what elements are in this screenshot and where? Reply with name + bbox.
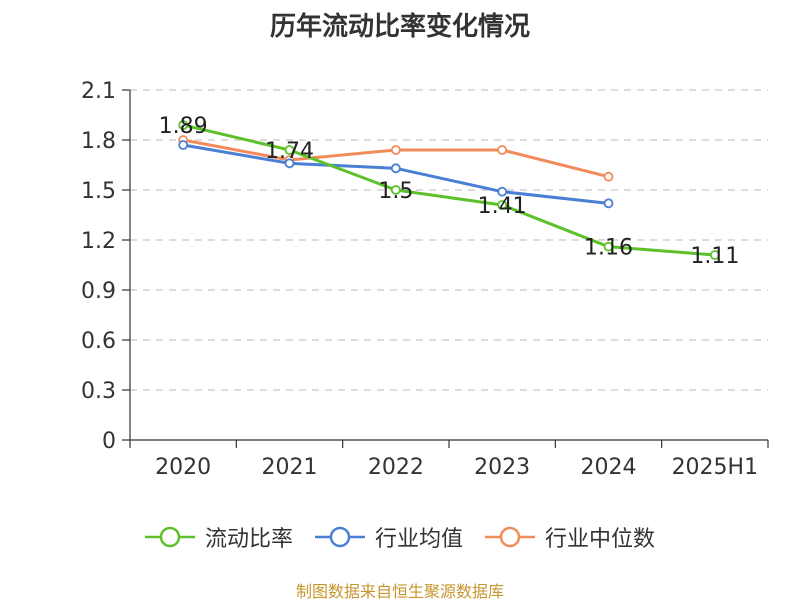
data-label: 1.16 [584,236,633,261]
legend-item[interactable]: 行业中位数 [485,521,655,553]
y-tick-label: 1.5 [81,179,116,204]
legend-swatch [485,526,535,548]
y-tick-label: 2.1 [81,79,116,104]
series-lines [178,120,720,260]
data-label: 1.41 [478,194,527,219]
x-tick-label: 2021 [262,455,318,480]
y-tick-label: 0.9 [81,279,116,304]
y-tick-label: 1.8 [81,129,116,154]
legend-label: 行业中位数 [545,527,656,552]
data-point [178,140,189,150]
data-label: 1.11 [690,244,739,269]
data-point [709,250,720,260]
data-point [603,241,614,252]
y-tick-label: 0 [102,429,116,454]
legend-label: 行业均值 [374,527,463,552]
x-tick-label: 2025H1 [672,455,759,480]
x-tick-label: 2023 [474,455,530,480]
legend-swatch [314,526,365,548]
y-tick-label: 0.3 [81,379,116,404]
data-point [284,145,295,155]
axes: 0 0.3 0.6 0.9 1.2 1.5 1.8 2.1 2020 2021 2022 2023 20… [81,79,769,480]
legend-item[interactable]: 流动比率 [144,521,293,553]
chart-title: 历年流动比率变化情况 [269,12,530,42]
data-labels: 1.89 1.74 1.5 1.41 1.16 1.11 [159,114,740,269]
data-point [603,198,614,209]
grid-lines [130,89,768,391]
data-label: 1.74 [265,139,314,164]
x-tick-label: 2022 [368,455,424,480]
data-point [390,145,401,155]
data-point [390,185,401,195]
source-note: 制图数据来自恒生聚源数据库 [295,582,504,601]
legend-label: 流动比率 [204,527,293,552]
x-tick-label: 2024 [581,455,637,480]
series-line [182,123,715,257]
data-point [497,186,508,197]
data-point [284,158,295,169]
y-tick-label: 1.2 [81,229,116,254]
data-point [603,171,614,182]
data-point [390,163,401,174]
data-point [178,120,189,130]
data-label: 1.89 [159,114,208,139]
legend-item[interactable]: 行业均值 [314,521,463,553]
data-point [497,200,508,210]
x-tick-label: 2020 [155,455,211,480]
legend: 流动比率 行业均值 行业中位数 [0,519,800,555]
data-label: 1.5 [378,179,413,204]
y-tick-label: 0.6 [81,329,116,354]
data-point [497,145,508,155]
legend-swatch [144,526,195,548]
